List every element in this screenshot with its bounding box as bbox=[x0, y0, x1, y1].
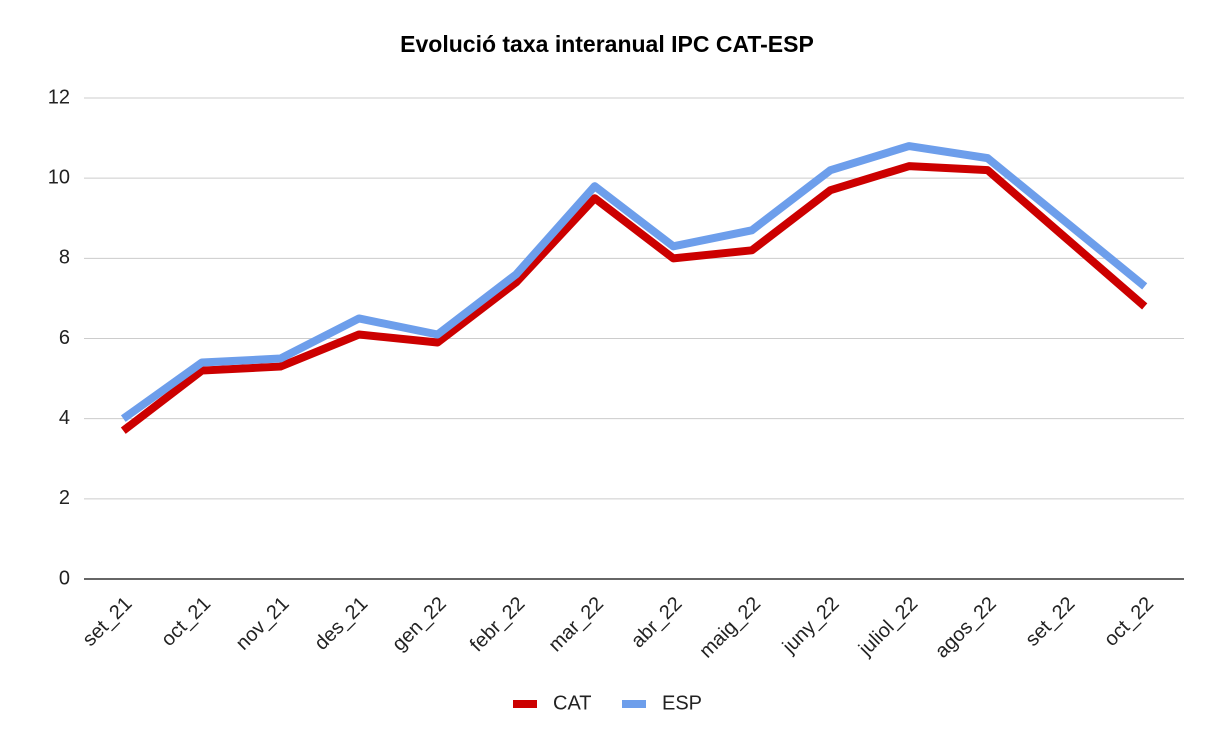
series-line bbox=[120, 142, 1148, 422]
y-tick-label: 4 bbox=[59, 407, 70, 429]
y-tick-label: 0 bbox=[59, 567, 70, 589]
y-tick-label: 2 bbox=[59, 487, 70, 509]
legend-label: CAT bbox=[553, 692, 592, 714]
y-tick-label: 8 bbox=[59, 247, 70, 269]
y-tick-label: 10 bbox=[48, 166, 70, 188]
series-line bbox=[120, 162, 1148, 434]
y-tick-label: 12 bbox=[48, 86, 70, 108]
chart-title: Evolució taxa interanual IPC CAT-ESP bbox=[400, 31, 814, 57]
y-tick-label: 6 bbox=[59, 327, 70, 349]
legend-label: ESP bbox=[662, 692, 702, 714]
